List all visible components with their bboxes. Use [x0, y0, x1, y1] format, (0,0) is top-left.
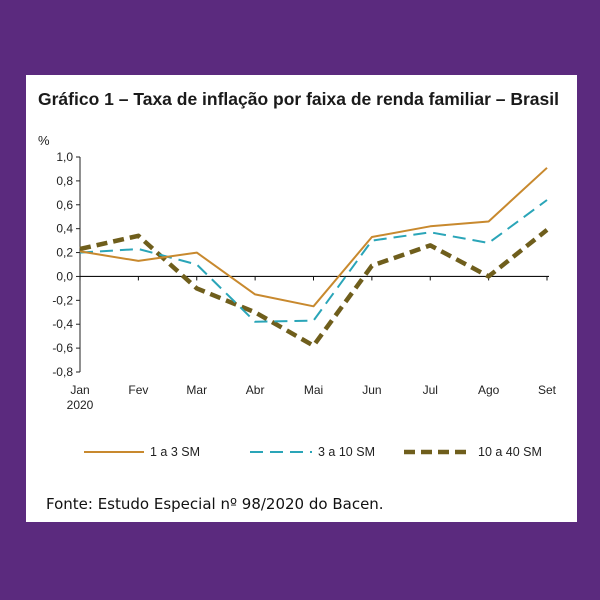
y-tick-label: 1,0 [56, 150, 73, 164]
y-tick-label: -0,2 [52, 293, 73, 307]
x-tick-label: Jul [423, 383, 438, 397]
x-tick-label: Ago [478, 383, 500, 397]
legend-label-3: 10 a 40 SM [478, 445, 542, 459]
x-tick-label: Mar [186, 383, 207, 397]
y-tick-label: 0,2 [56, 246, 73, 260]
x-tick-label: Mai [304, 383, 323, 397]
series-line-1 [79, 167, 548, 308]
legend-label-2: 3 a 10 SM [318, 445, 375, 459]
y-tick-label: -0,8 [52, 365, 73, 379]
y-tick-label: 0,6 [56, 198, 73, 212]
series-line-3 [79, 228, 549, 348]
y-tick-label: -0,4 [52, 317, 73, 331]
x-tick-label: Fev [128, 383, 148, 397]
x-tick-label: Jan [70, 383, 89, 397]
y-tick-label: 0,0 [56, 269, 73, 283]
x-tick-label: Abr [246, 383, 265, 397]
line-chart: % 1,0 0,8 0,6 0,4 0,2 0,0 -0,2 -0,4 -0,6 -0,8 Jan Fe… [38, 133, 557, 459]
y-tick-label: 0,8 [56, 174, 73, 188]
x-tick-label: Set [538, 383, 557, 397]
y-tick-label: 0,4 [56, 222, 73, 236]
legend-label-1: 1 a 3 SM [150, 445, 200, 459]
y-axis-unit-label: % [38, 133, 50, 148]
chart-card: Gráfico 1 – Taxa de inflação por faixa d… [26, 75, 577, 522]
chart-title: Gráfico 1 – Taxa de inflação por faixa d… [38, 89, 559, 109]
x-tick-sublabel: 2020 [67, 398, 94, 412]
y-tick-label: -0,6 [52, 341, 73, 355]
series-line-2 [79, 199, 548, 323]
source-note: Fonte: Estudo Especial nº 98/2020 do Bac… [46, 495, 384, 513]
x-tick-label: Jun [362, 383, 381, 397]
